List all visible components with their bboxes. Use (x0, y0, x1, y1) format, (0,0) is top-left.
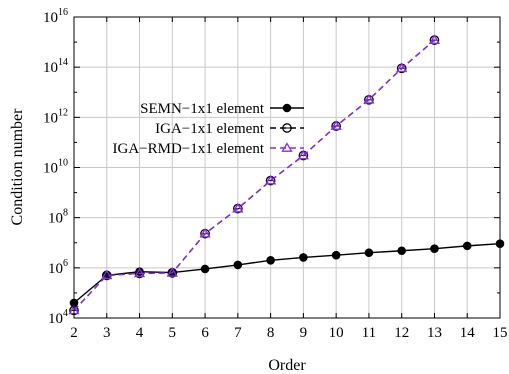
x-tick-label: 5 (169, 325, 177, 341)
series-line (73, 242, 501, 304)
legend: SEMN−1x1 element IGA−1x1 element IGA−RMD−1… (113, 101, 304, 157)
y-tick-label: 1014 (43, 57, 68, 76)
y-tick-label: 1016 (43, 7, 68, 26)
x-tick-label: 6 (201, 325, 209, 341)
x-tick-label: 12 (394, 325, 409, 341)
data-point (364, 248, 374, 258)
data-point (397, 246, 406, 256)
series-2 (68, 34, 441, 315)
legend-entry: IGA−1x1 element (155, 121, 304, 137)
data-point (266, 255, 275, 265)
legend-marker (282, 123, 292, 133)
x-tick-label: 14 (460, 325, 476, 341)
data-point (199, 227, 211, 238)
data-point (331, 250, 341, 260)
x-axis-label: Order (268, 357, 306, 374)
y-axis-label: Condition number (9, 108, 26, 226)
data-point (396, 62, 408, 73)
data-point (101, 269, 113, 280)
series-0 (69, 239, 505, 308)
data-point (330, 120, 342, 130)
data-point (462, 241, 472, 251)
x-tick-label: 8 (267, 325, 275, 341)
y-tick-label: 108 (48, 208, 68, 227)
legend-entry: SEMN−1x1 element (140, 101, 304, 117)
x-tick-label: 3 (103, 325, 111, 341)
data-point (299, 253, 308, 262)
x-tick-label: 9 (300, 325, 308, 341)
x-tick-label: 4 (136, 325, 144, 341)
series-group (68, 34, 505, 316)
x-tick-label: 10 (329, 325, 344, 341)
series-line (73, 39, 435, 311)
data-point (297, 149, 310, 160)
data-point (428, 34, 441, 44)
ticks: 2 3 4 5 6 7 8 9 10 11 12 13 14 15 104 106 108 1010 1012 101… (43, 7, 508, 341)
x-tick-label: 13 (427, 325, 442, 341)
legend-label: IGA−RMD−1x1 element (113, 141, 265, 157)
x-tick-label: 7 (234, 325, 242, 341)
x-tick-label: 11 (362, 325, 376, 341)
data-point (200, 264, 210, 274)
x-tick-label: 2 (70, 325, 78, 341)
legend-marker (281, 142, 293, 152)
legend-label: SEMN−1x1 element (140, 101, 265, 117)
legend-label: IGA−1x1 element (155, 121, 265, 137)
y-tick-label: 1010 (43, 158, 68, 177)
legend-entry: IGA−RMD−1x1 element (113, 141, 304, 157)
y-tick-label: 104 (48, 308, 68, 327)
data-point (363, 94, 375, 104)
y-tick-label: 1012 (43, 107, 68, 126)
series-line (73, 39, 435, 311)
legend-marker (282, 103, 292, 113)
data-point (133, 267, 146, 278)
data-point (233, 260, 243, 270)
y-tick-label: 106 (48, 258, 68, 277)
x-tick-label: 15 (493, 325, 508, 341)
data-point (430, 244, 439, 253)
data-point (232, 202, 244, 213)
data-point (166, 267, 178, 277)
data-point (264, 174, 277, 185)
